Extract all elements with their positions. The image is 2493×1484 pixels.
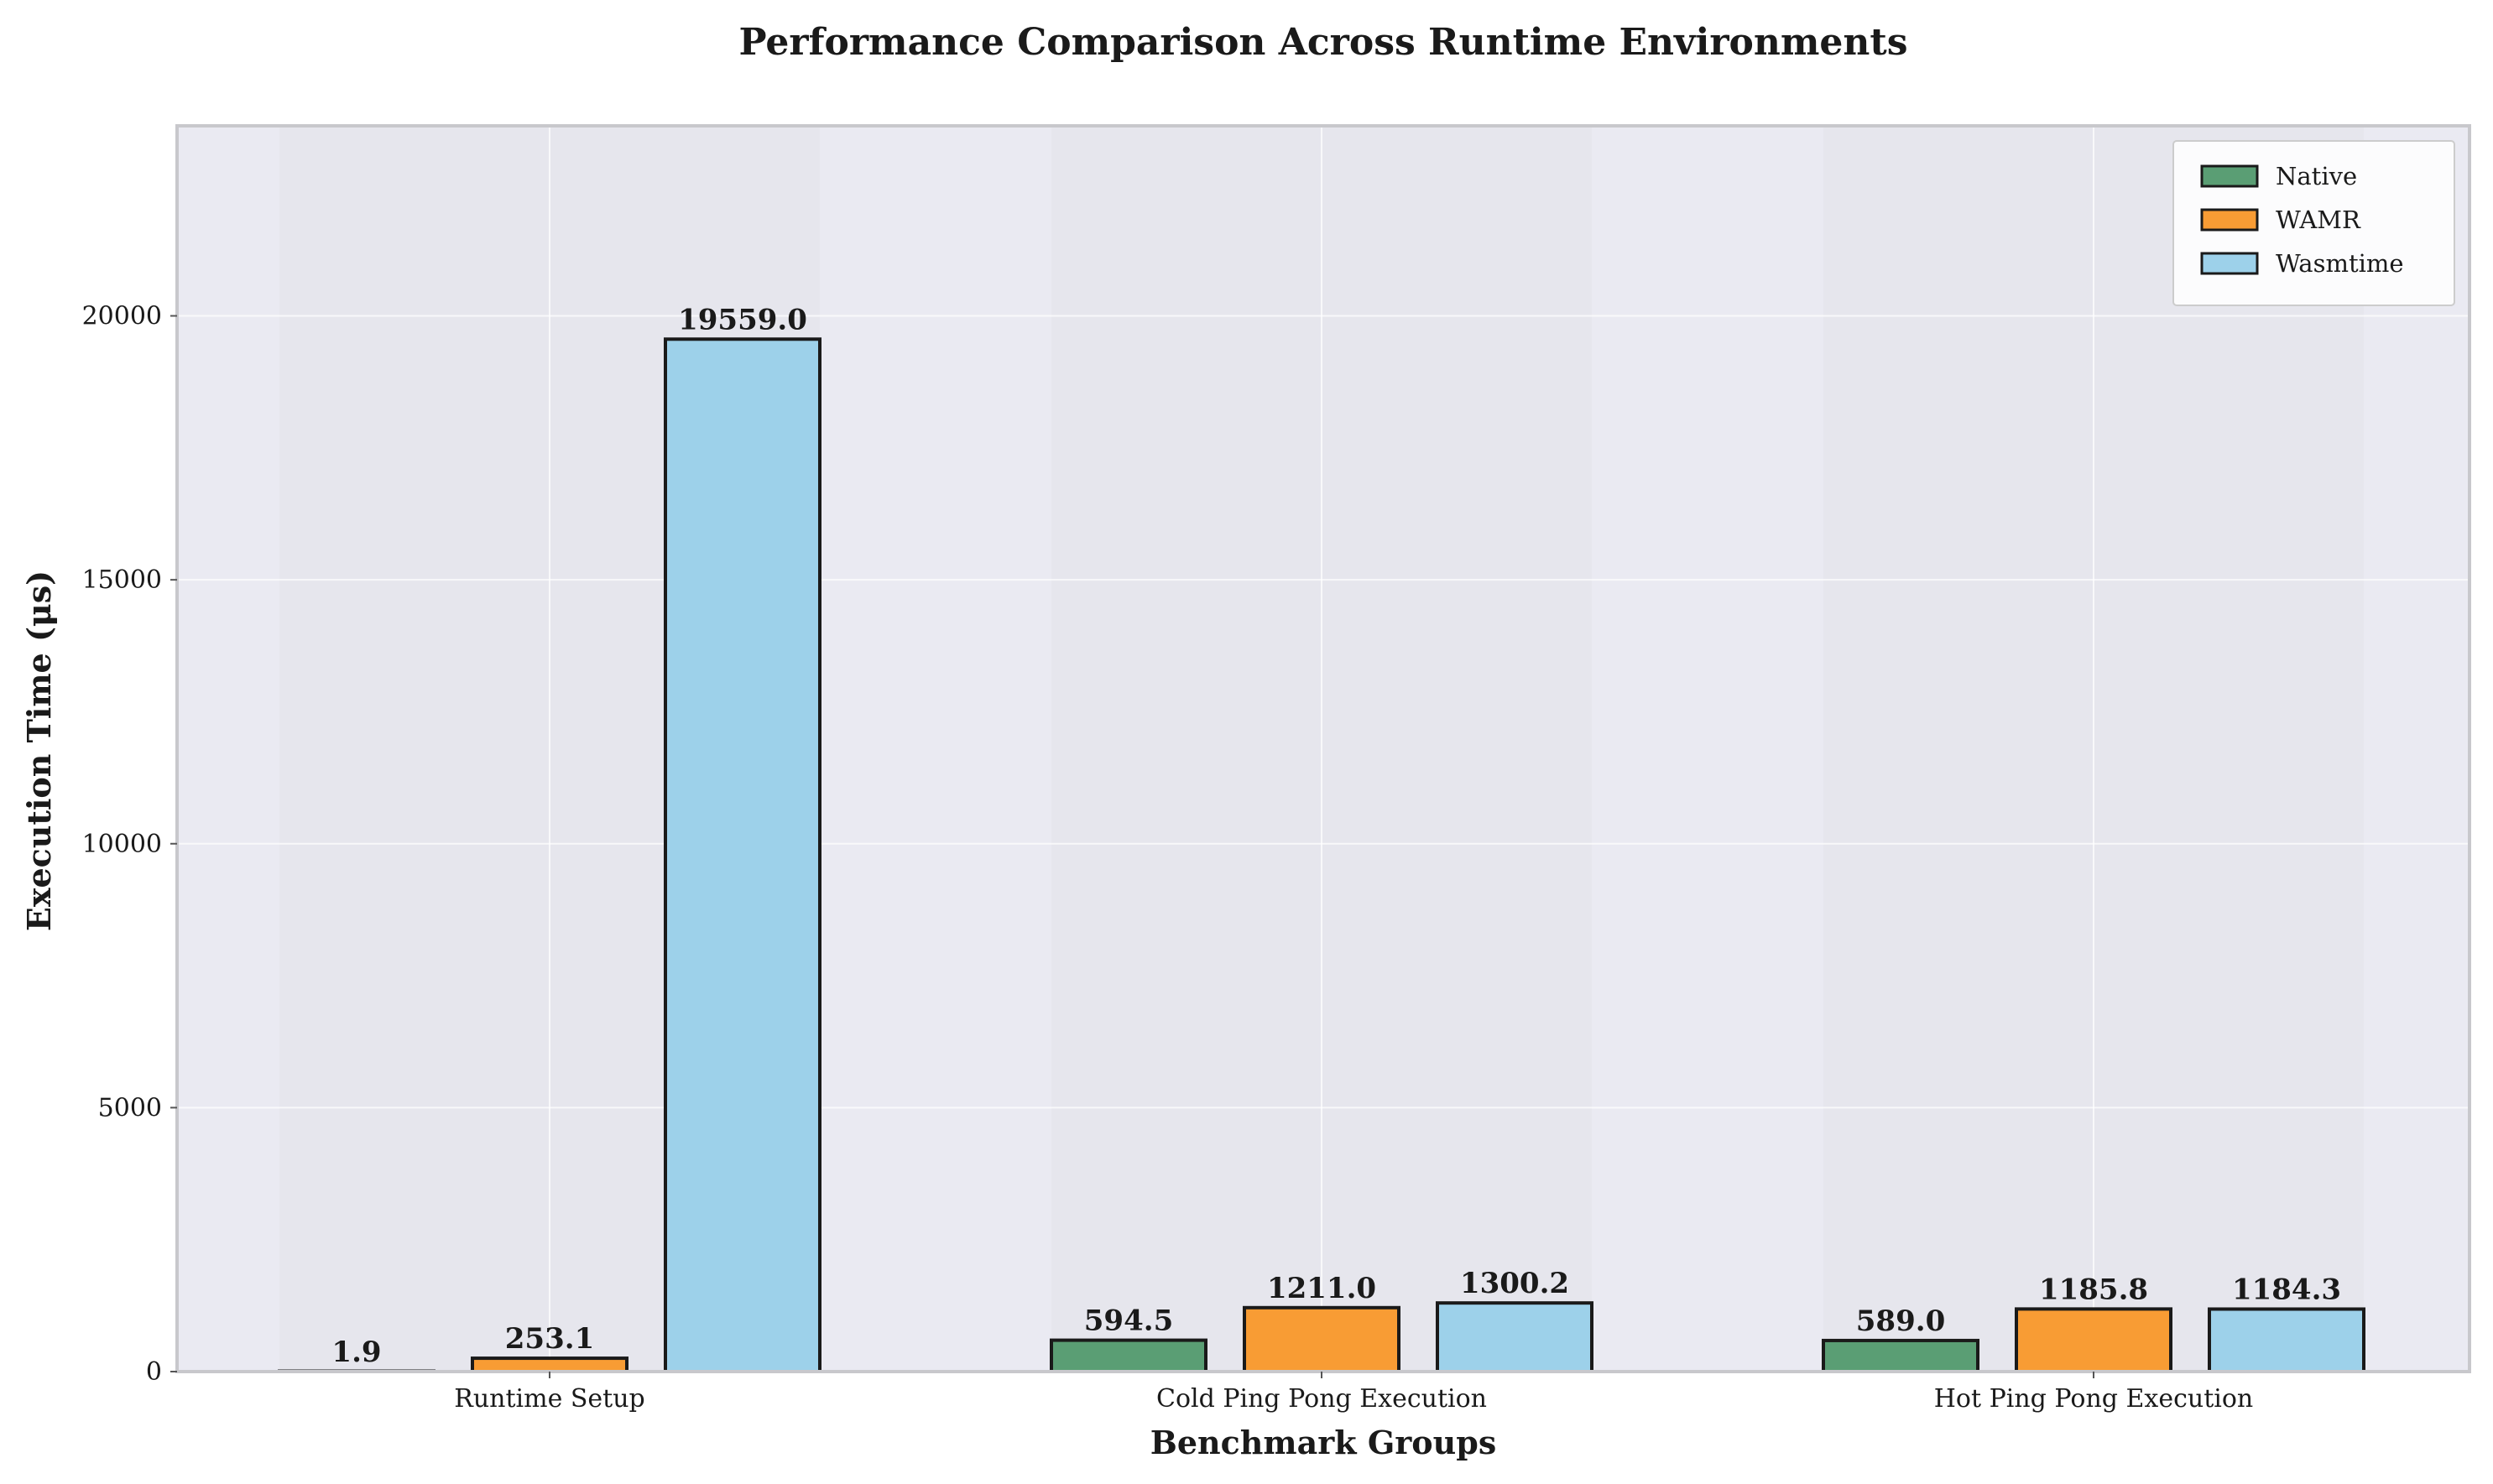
y-tick-label: 5000 xyxy=(98,1093,162,1122)
bar-wamr-1 xyxy=(1243,1305,1400,1373)
data-label-native-1: 594.5 xyxy=(1084,1304,1173,1338)
y-axis-label: Execution Time (μs) xyxy=(20,570,58,931)
bar-native-2 xyxy=(1822,1338,1979,1373)
data-label-wamr-2: 1185.8 xyxy=(2039,1273,2148,1306)
chart-title: Performance Comparison Across Runtime En… xyxy=(739,21,1908,64)
y-tick-label: 15000 xyxy=(82,565,162,595)
data-label-wamr-0: 253.1 xyxy=(505,1322,594,1356)
legend-swatch-wamr xyxy=(2200,208,2259,232)
data-label-wasmtime-2: 1184.3 xyxy=(2232,1273,2341,1306)
plot-frame xyxy=(175,124,2471,1373)
y-axis-ticks: 0 5000 10000 15000 20000 xyxy=(82,302,177,1387)
bars xyxy=(278,337,2365,1373)
y-tick-label: 20000 xyxy=(82,302,162,331)
data-label-native-2: 589.0 xyxy=(1856,1304,1945,1338)
y-tick-label: 10000 xyxy=(82,830,162,859)
x-tick-label: Runtime Setup xyxy=(454,1384,645,1414)
legend: Native WAMR Wasmtime xyxy=(2172,140,2455,306)
x-tick-label: Hot Ping Pong Execution xyxy=(1934,1384,2253,1414)
x-tick-label: Cold Ping Pong Execution xyxy=(1156,1384,1487,1414)
legend-label-wamr: WAMR xyxy=(2276,206,2361,234)
bar-wasmtime-2 xyxy=(2208,1307,2365,1373)
bar-wasmtime-0 xyxy=(664,337,821,1373)
legend-swatch-wasmtime xyxy=(2200,252,2259,275)
y-tick-label: 0 xyxy=(146,1357,162,1387)
data-label-wamr-1: 1211.0 xyxy=(1267,1272,1376,1305)
data-labels: 1.9 594.5 589.0 253.1 1211.0 1185.8 19559.0 130… xyxy=(331,303,2341,1369)
bar-wamr-2 xyxy=(2015,1307,2172,1373)
legend-swatch-native xyxy=(2200,164,2259,188)
bar-native-1 xyxy=(1050,1338,1207,1373)
bar-wamr-0 xyxy=(471,1356,628,1373)
data-label-native-0: 1.9 xyxy=(331,1336,381,1369)
bar-wasmtime-1 xyxy=(1436,1301,1593,1373)
data-label-wasmtime-1: 1300.2 xyxy=(1460,1267,1569,1300)
legend-label-native: Native xyxy=(2276,162,2357,190)
x-axis-ticks: Runtime Setup Cold Ping Pong Execution Hot… xyxy=(454,1372,2253,1414)
x-axis-label: Benchmark Groups xyxy=(1150,1424,1497,1461)
data-label-wasmtime-0: 19559.0 xyxy=(678,303,807,336)
legend-label-wasmtime: Wasmtime xyxy=(2276,249,2404,278)
